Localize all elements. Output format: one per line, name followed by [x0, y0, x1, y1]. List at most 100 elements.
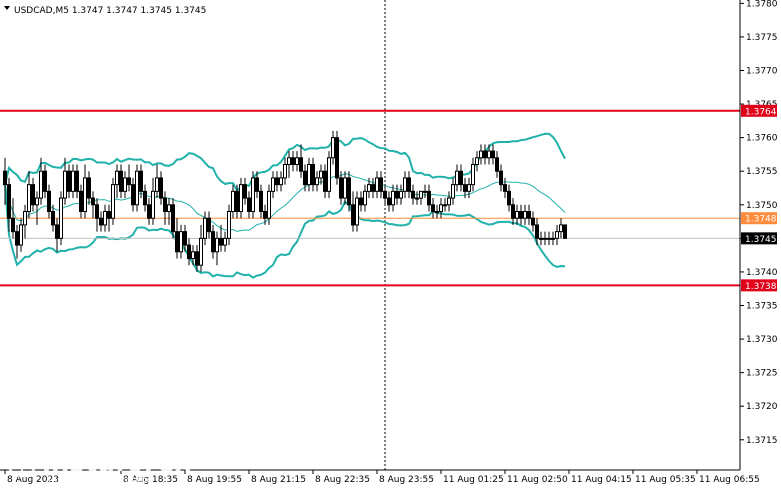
candle: [11, 198, 15, 239]
candle: [491, 144, 495, 165]
candle: [223, 231, 227, 252]
candle: [395, 184, 399, 205]
candle: [335, 130, 339, 185]
candle: [387, 191, 391, 212]
candle: [479, 144, 483, 165]
candle: [407, 171, 411, 199]
candle: [527, 204, 531, 225]
instaforex-logo-icon: [6, 446, 38, 478]
y-tick-label: 1.3725: [746, 369, 778, 379]
candle: [455, 164, 459, 192]
y-tick-label: 1.3735: [746, 302, 778, 312]
candle: [195, 245, 199, 272]
candle: [343, 171, 347, 205]
candle: [451, 177, 455, 205]
candle: [547, 231, 551, 246]
candle: [311, 157, 315, 192]
candle: [215, 231, 219, 266]
candle: [47, 184, 51, 219]
candle: [459, 164, 463, 192]
candle: [111, 177, 115, 225]
y-tick-label: 1.3760: [746, 134, 778, 144]
candle: [191, 245, 195, 266]
candle: [539, 231, 543, 246]
candle: [519, 204, 523, 225]
candle: [163, 191, 167, 225]
candle: [559, 218, 563, 239]
candle: [515, 204, 519, 225]
candle: [243, 177, 247, 205]
candle: [99, 211, 103, 232]
candle: [35, 191, 39, 225]
y-tick-label: 1.3750: [746, 201, 778, 211]
x-tick-label: 8 Aug 21:15: [251, 475, 306, 485]
middle-band-line: [4, 173, 566, 232]
candle: [75, 164, 79, 199]
x-tick-label: 8 Aug 18:35: [123, 475, 178, 485]
candle: [279, 171, 283, 192]
candle: [211, 224, 215, 259]
x-tick-label: 8 Aug 23:55: [379, 475, 434, 485]
candle: [43, 164, 47, 199]
candle: [339, 171, 343, 205]
level-lines: [0, 109, 740, 287]
candle: [319, 164, 323, 185]
candle: [3, 157, 7, 205]
candle: [235, 184, 239, 219]
svg-text:1.3745: 1.3745: [745, 235, 777, 245]
y-tick-label: 1.3755: [746, 167, 778, 177]
candle: [79, 184, 83, 219]
candle: [15, 224, 19, 259]
candle: [495, 151, 499, 178]
candle: [419, 190, 423, 205]
candle: [363, 184, 367, 212]
candle: [151, 177, 155, 225]
candle: [59, 191, 63, 246]
candle: [135, 164, 139, 212]
candle: [239, 177, 243, 219]
candle: [55, 218, 59, 252]
candle: [283, 157, 287, 185]
candle: [159, 171, 163, 205]
candle: [327, 151, 331, 199]
resistance-level-tag: 1.3764: [741, 104, 777, 117]
candle: [263, 204, 267, 225]
candle: [467, 177, 471, 199]
watermark: instaforex Instant Forex Trading: [6, 446, 192, 486]
candle: [275, 171, 279, 192]
candle: [351, 191, 355, 232]
candle: [331, 130, 335, 165]
lower-band-line: [4, 184, 566, 279]
candle: [507, 184, 511, 212]
current-price-tag: 1.3745: [741, 232, 777, 245]
candle: [271, 171, 275, 199]
candle: [123, 171, 127, 199]
candle: [107, 204, 111, 232]
candle: [523, 204, 527, 225]
candle: [531, 211, 535, 232]
candle: [307, 157, 311, 192]
candle: [403, 171, 407, 199]
candle: [247, 191, 251, 219]
candle: [383, 184, 387, 205]
candle: [227, 204, 231, 246]
candle: [503, 177, 507, 199]
watermark-brand: instaforex: [42, 448, 192, 478]
candle: [171, 198, 175, 239]
candle: [267, 184, 271, 225]
x-tick-label: 8 Aug 22:35: [315, 475, 370, 485]
candle: [315, 171, 319, 192]
candle: [299, 144, 303, 178]
price-labels: 1.3764 1.3738 1.3748 1.3745: [741, 104, 777, 292]
candle: [255, 171, 259, 199]
x-tick-label: 11 Aug 02:50: [507, 475, 568, 485]
chart-title: USDCAD,M5 1.3747 1.3747 1.3745 1.3745: [4, 6, 206, 16]
candle: [415, 191, 419, 205]
candle: [511, 198, 515, 225]
chevron-down-icon: [4, 6, 10, 10]
candle: [103, 204, 107, 232]
candle: [399, 184, 403, 205]
